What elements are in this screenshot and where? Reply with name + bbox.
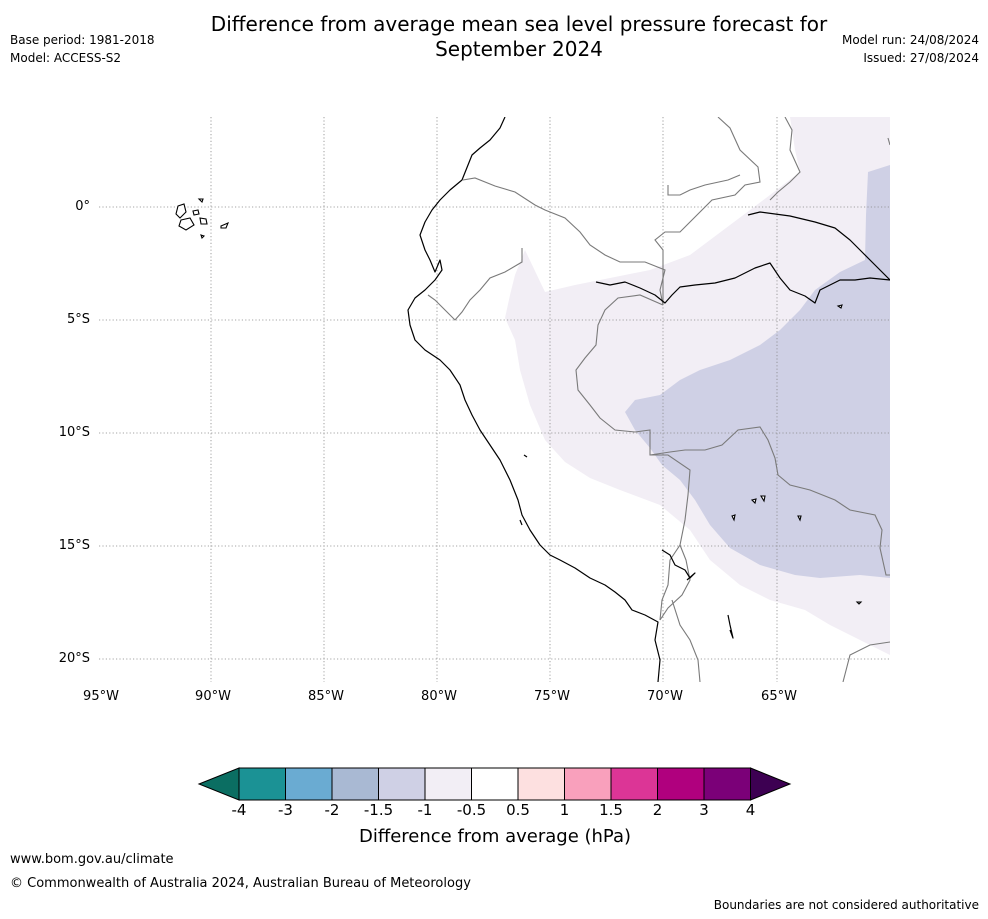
lon-tick: 80°W (421, 689, 457, 704)
lat-tick: 10°S (58, 425, 90, 440)
meta-left: Base period: 1981-2018 Model: ACCESS-S2 (10, 31, 155, 67)
footer-url[interactable]: www.bom.gov.au/climate (10, 852, 174, 867)
colorbar-tick: -4 (231, 801, 247, 819)
colorbar-bin (238, 767, 286, 801)
graticule (99, 117, 890, 682)
model-name: Model: ACCESS-S2 (10, 51, 122, 65)
lat-tick: 0° (75, 199, 90, 214)
lat-tick: 5°S (66, 312, 90, 327)
colorbar-tick: -2 (324, 801, 340, 819)
meta-right: Model run: 24/08/2024 Issued: 27/08/2024 (842, 31, 979, 67)
colorbar-arrow-right (750, 767, 792, 801)
colorbar-arrow-left (197, 767, 240, 801)
base-period: Base period: 1981-2018 (10, 33, 155, 47)
colorbar-bin (703, 767, 751, 801)
colorbar-tick: 0.5 (506, 801, 530, 819)
lon-tick: 70°W (647, 689, 683, 704)
footer-disclaimer: Boundaries are not considered authoritat… (713, 898, 979, 912)
colorbar-tick: 2 (652, 801, 663, 819)
colorbar-bin (424, 767, 472, 801)
lon-tick: 75°W (534, 689, 570, 704)
chart-title: Difference from average mean sea level p… (0, 12, 988, 62)
colorbar-bin (285, 767, 333, 801)
issued-date: Issued: 27/08/2024 (863, 51, 979, 65)
lon-tick: 90°W (195, 689, 231, 704)
colorbar-tick: 1.5 (599, 801, 623, 819)
map-area (99, 117, 890, 682)
colorbar-tick: -0.5 (456, 801, 487, 819)
colorbar-bin (471, 767, 519, 801)
colorbar-bin (610, 767, 658, 801)
lon-tick: 85°W (308, 689, 344, 704)
colorbar-label: Difference from average (hPa) (358, 826, 632, 847)
country-borders (427, 117, 890, 682)
lon-tick: 65°W (761, 689, 797, 704)
colorbar-bin (331, 767, 379, 801)
colorbar-tick: -1.5 (363, 801, 394, 819)
lat-tick: 15°S (58, 538, 90, 553)
colorbar-bin (564, 767, 612, 801)
colorbar-tick: 4 (745, 801, 756, 819)
colorbar-tick: -1 (417, 801, 433, 819)
colorbar (197, 767, 792, 801)
lon-tick: 95°W (83, 689, 119, 704)
lat-tick: 20°S (58, 651, 90, 666)
footer-copyright: © Commonwealth of Australia 2024, Austra… (10, 876, 471, 891)
anomaly-region-dark (625, 165, 890, 578)
colorbar-tick: 3 (699, 801, 709, 819)
galapagos-islands (175, 198, 863, 605)
title-line-2: September 2024 (435, 37, 603, 61)
colorbar-tick: 1 (559, 801, 570, 819)
title-line-1: Difference from average mean sea level p… (210, 12, 828, 36)
colorbar-bin (378, 767, 426, 801)
model-run: Model run: 24/08/2024 (841, 33, 979, 47)
colorbar-tick: -3 (278, 801, 293, 819)
colorbar-bin (517, 767, 565, 801)
coastline (407, 117, 890, 682)
colorbar-bin (657, 767, 705, 801)
